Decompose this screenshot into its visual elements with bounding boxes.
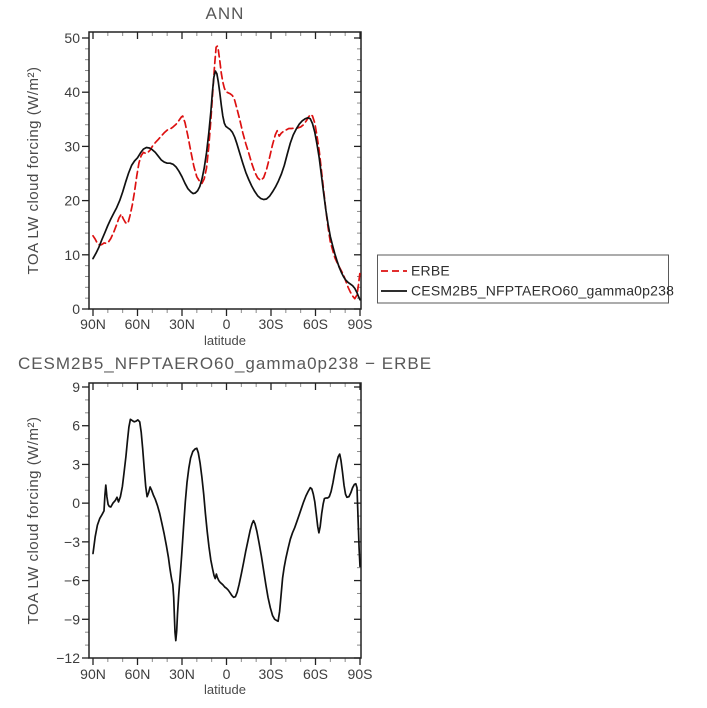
x-tick-label: 90N: [80, 316, 106, 332]
x-tick-label: 30S: [259, 666, 284, 682]
x-tick-label: 60S: [303, 316, 328, 332]
y-tick-label: 50: [64, 30, 80, 46]
chart-diff: 90N 60N 30N 0 30S 60S 90S −12 −9 −6 −3 0 3 6 9 CESM2B5_…: [18, 354, 432, 697]
y-tick-label: 3: [72, 456, 80, 472]
x-tick-label: 60N: [125, 666, 151, 682]
x-tick-label: 90S: [348, 316, 373, 332]
x-axis-title: latitude: [204, 682, 246, 697]
y-tick-label: 6: [72, 418, 80, 434]
y-tick-label: 9: [72, 379, 80, 395]
x-tick-label: 30S: [259, 316, 284, 332]
y-tick-label: −6: [64, 573, 80, 589]
series-line-cesm2b5-nfptaero60-gamma0p238-erbe: [92, 418, 361, 642]
chart-title: ANN: [206, 4, 245, 23]
y-tick-label: 10: [64, 247, 80, 263]
x-tick-label: 90N: [80, 666, 106, 682]
y-tick-label: 0: [72, 495, 80, 511]
x-tick-label: 60S: [303, 666, 328, 682]
x-tick-label: 30N: [169, 316, 195, 332]
x-tick-label: 0: [223, 666, 231, 682]
y-tick-label: −12: [56, 650, 80, 666]
series-line-erbe: [92, 45, 361, 300]
x-tick-label: 0: [223, 316, 231, 332]
legend-label: CESM2B5_NFPTAERO60_gamma0p238: [411, 283, 674, 299]
y-tick-label: 0: [72, 301, 80, 317]
plot-frame: [88, 31, 362, 310]
y-tick-label: −3: [64, 534, 80, 550]
chart-ann: 90N 60N 30N 0 30S 60S 90S 0 10 20 30 40 50 ANN latitud…: [25, 4, 674, 348]
legend: ERBE CESM2B5_NFPTAERO60_gamma0p238: [377, 254, 674, 304]
plot-frame: [88, 382, 362, 659]
x-tick-label: 30N: [169, 666, 195, 682]
x-tick-label: 90S: [348, 666, 373, 682]
y-tick-label: −9: [64, 611, 80, 627]
y-tick-label: 20: [64, 193, 80, 209]
y-tick-label: 30: [64, 138, 80, 154]
series-line-cesm2b5-nfptaero60-gamma0p238: [92, 70, 361, 301]
y-axis-title: TOA LW cloud forcing (W/m²): [25, 417, 42, 625]
axis-ticks: [82, 383, 361, 665]
legend-label: ERBE: [411, 263, 450, 279]
legend-box: [377, 254, 669, 304]
x-tick-label: 60N: [125, 316, 151, 332]
y-axis-title: TOA LW cloud forcing (W/m²): [25, 67, 42, 275]
chart-title: CESM2B5_NFPTAERO60_gamma0p238 − ERBE: [18, 354, 432, 373]
axis-ticks: [82, 32, 361, 316]
y-tick-label: 40: [64, 84, 80, 100]
x-axis-title: latitude: [204, 333, 246, 348]
